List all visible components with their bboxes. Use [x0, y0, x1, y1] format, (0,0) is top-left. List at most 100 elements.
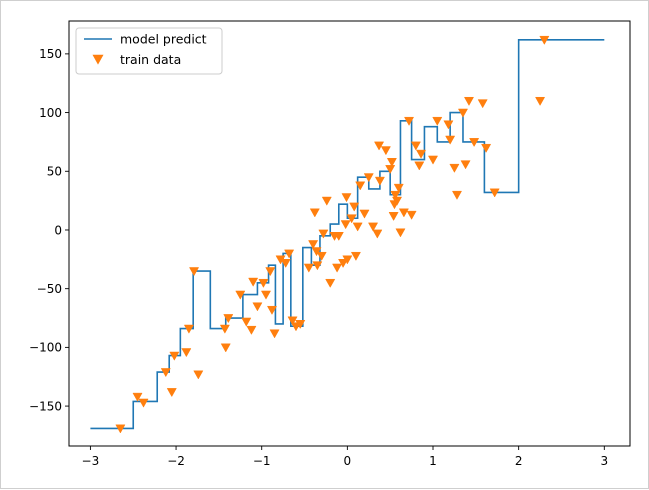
- train-data-point: [372, 229, 383, 239]
- train-data-point: [309, 208, 320, 218]
- train-data-point: [260, 290, 272, 300]
- plot-border: [68, 20, 631, 447]
- train-data-point: [368, 222, 379, 232]
- x-tick-label: 0: [344, 454, 352, 468]
- train-data-point: [308, 240, 319, 250]
- train-data-point: [181, 348, 192, 358]
- train-data-point: [266, 305, 278, 315]
- train-data-point: [352, 222, 363, 232]
- train-data-point: [392, 196, 403, 206]
- x-tick-label: −2: [167, 454, 185, 468]
- train-data-point: [312, 261, 323, 271]
- train-data-point: [303, 263, 314, 273]
- train-data-point: [539, 35, 550, 45]
- train-data-point: [386, 158, 397, 167]
- train-data-point: [332, 263, 343, 273]
- train-data-point: [235, 290, 246, 300]
- train-data-point: [183, 324, 194, 334]
- legend-label-model: model predict: [120, 32, 207, 47]
- train-data-point: [350, 251, 361, 261]
- legend-label-train: train data: [120, 52, 181, 67]
- y-tick-label: 50: [47, 165, 62, 179]
- train-data-point: [355, 181, 366, 191]
- plot-area: [69, 21, 630, 446]
- train-data-point: [269, 329, 280, 339]
- train-data-point: [115, 424, 126, 434]
- train-data-point: [132, 392, 143, 402]
- train-data-point: [311, 247, 322, 257]
- y-tick-label: −50: [37, 282, 62, 296]
- train-data-point: [388, 212, 399, 222]
- y-tick-label: −100: [29, 341, 62, 355]
- train-data-point: [535, 96, 546, 106]
- train-data-point: [193, 370, 204, 380]
- train-data-point: [385, 165, 396, 175]
- train-data-point: [374, 176, 385, 186]
- train-data-point: [451, 190, 463, 200]
- train-data-point: [404, 116, 415, 126]
- train-data-point: [333, 232, 344, 241]
- train-data-point: [284, 249, 295, 259]
- x-tick-label: 1: [429, 454, 437, 468]
- train-data-point: [427, 155, 439, 165]
- train-data-point: [340, 220, 351, 230]
- train-data-point: [258, 278, 269, 288]
- train-data-point: [395, 228, 406, 238]
- train-data-point: [363, 173, 374, 183]
- model-predict-line: [90, 38, 605, 430]
- legend-triangle-swatch: [92, 54, 104, 65]
- train-data-point: [166, 388, 177, 398]
- train-data-point: [406, 210, 417, 220]
- train-data-point: [342, 255, 353, 265]
- x-tick-label: −1: [253, 454, 271, 468]
- x-tick-label: −3: [82, 454, 100, 468]
- train-data-point: [321, 196, 332, 206]
- train-data-point: [252, 302, 263, 312]
- legend-box: [75, 27, 223, 75]
- legend: model predict train data: [75, 27, 223, 75]
- train-data-point: [223, 314, 234, 324]
- train-data-point: [349, 202, 360, 212]
- train-data-point: [346, 214, 357, 224]
- train-data-point: [318, 229, 329, 239]
- train-data-point: [463, 96, 475, 106]
- train-data-point: [189, 267, 200, 277]
- train-data-point: [265, 267, 276, 277]
- train-data-point: [169, 351, 180, 361]
- x-tick-label: 3: [600, 454, 608, 468]
- train-data-point: [415, 149, 427, 159]
- train-data-point: [359, 209, 370, 219]
- y-tick-label: 150: [39, 47, 62, 61]
- train-data-point: [138, 398, 149, 408]
- train-data-point: [449, 163, 460, 173]
- train-data-point: [338, 259, 349, 268]
- train-data-point: [248, 277, 259, 287]
- train-data-point: [489, 188, 500, 198]
- train-data-point: [481, 143, 492, 153]
- x-tick-label: 2: [515, 454, 523, 468]
- train-data-point: [246, 325, 257, 335]
- train-data-point: [295, 320, 306, 330]
- train-data-point: [287, 316, 298, 326]
- train-data-point: [410, 141, 421, 151]
- train-data-point: [457, 108, 469, 118]
- train-data-point: [325, 278, 336, 288]
- train-data-point: [380, 146, 391, 156]
- train-data-point: [443, 120, 454, 130]
- axis-ticks: −3 −2 −1 0 1 2 3 −150 −100 −50 0 50 100 150: [29, 47, 608, 468]
- train-data-point: [414, 161, 425, 171]
- train-data-point: [477, 99, 488, 109]
- y-tick-label: −150: [29, 399, 62, 413]
- train-data-point: [316, 251, 327, 261]
- train-data-point: [390, 190, 401, 200]
- y-tick-label: 100: [39, 106, 62, 120]
- train-data-point: [432, 116, 443, 126]
- train-data-point: [398, 208, 409, 218]
- train-data-point: [220, 343, 231, 353]
- train-data-point: [219, 324, 230, 334]
- train-data-point: [280, 259, 291, 268]
- train-data-point: [241, 317, 252, 327]
- train-data-point: [445, 135, 456, 145]
